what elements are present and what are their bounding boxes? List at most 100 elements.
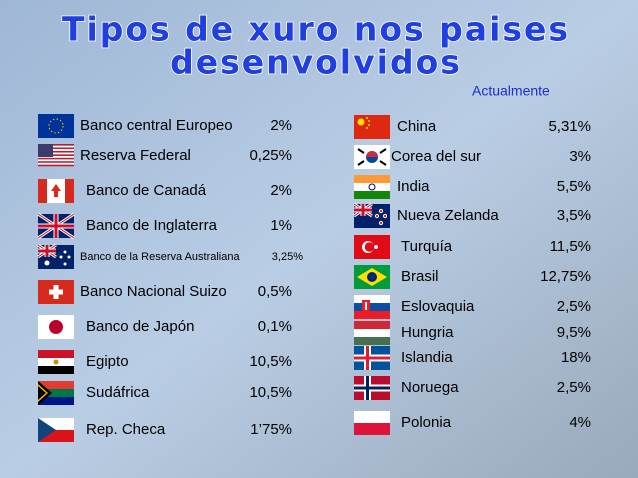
entry-rate: 10,5%	[249, 384, 292, 401]
entry-name: Turquía	[401, 238, 453, 255]
flag-part	[38, 418, 56, 442]
flag-part	[354, 175, 390, 183]
flag-part	[354, 311, 390, 319]
flag-part	[38, 159, 74, 162]
flag-part	[365, 302, 367, 310]
flag-part	[38, 149, 74, 151]
flag-part	[354, 295, 390, 303]
entry-rate: 3,25%	[272, 251, 303, 263]
title-line: desenvolvidos	[170, 43, 462, 82]
flag-part	[354, 115, 390, 139]
entry-rate: 2%	[270, 182, 292, 199]
flag-part	[38, 381, 74, 389]
entry-rate: 5,31%	[548, 118, 591, 135]
entry-rate: 9,5%	[557, 324, 591, 341]
flag-part	[374, 245, 378, 249]
entry-rate: 1%	[270, 217, 292, 234]
flag-part	[354, 191, 390, 199]
subtitle: Actualmente	[472, 83, 550, 99]
flag-part	[38, 179, 47, 203]
flag-part	[354, 411, 390, 423]
entry-name: Banco de Japón	[86, 318, 194, 335]
flag-part	[38, 350, 74, 358]
entry-rate: 0,1%	[258, 318, 292, 335]
flag-part	[38, 156, 74, 158]
flag-part	[49, 320, 63, 334]
flag-part	[367, 272, 377, 282]
flag-part	[49, 289, 63, 295]
entry-name: Banco de Inglaterra	[86, 217, 218, 234]
flag-part	[354, 303, 390, 311]
entry-name: Eslovaquia	[401, 298, 475, 315]
flag-part	[364, 242, 375, 252]
entry-name: Brasil	[401, 268, 439, 285]
flag-part	[38, 152, 74, 155]
flag-part	[38, 386, 46, 400]
flag-part	[379, 160, 387, 166]
entry-name: China	[397, 118, 437, 135]
entry-rate: 11,5%	[550, 238, 591, 255]
flag-part	[51, 184, 61, 197]
flag-part	[38, 164, 74, 167]
entry-name: Polonia	[401, 414, 452, 431]
entry-name: Sudáfrica	[86, 384, 150, 401]
flag-part	[366, 127, 368, 129]
entry-name: India	[397, 178, 430, 195]
entry-name: Banco Nacional Suizo	[80, 283, 227, 300]
title-line: Tipos de xuro nos paises	[62, 10, 570, 49]
flag-part	[354, 208, 372, 212]
flag-part	[38, 397, 74, 405]
flag-part	[378, 220, 384, 226]
entry-rate: 3,5%	[557, 207, 591, 224]
flag-part	[366, 117, 368, 119]
flag-part	[65, 179, 74, 203]
flag-part	[38, 249, 56, 253]
entry-name: Noruega	[401, 379, 459, 396]
flag-part	[354, 321, 390, 329]
entry-name: Banco de la Reserva Australiana	[80, 251, 240, 263]
flag-part	[354, 329, 390, 337]
entry-name: Banco de Canadá	[86, 182, 207, 199]
flag-part	[354, 337, 390, 345]
flag-part	[38, 114, 74, 138]
entry-name: Banco central Europeo	[80, 117, 233, 134]
flag-part	[378, 208, 384, 214]
flag-part	[368, 124, 370, 126]
flag-part	[59, 255, 63, 259]
flag-part	[357, 148, 365, 154]
entry-rate: 5,5%	[557, 178, 591, 195]
flag-part	[38, 150, 74, 153]
flag-part	[366, 151, 378, 157]
flag-part	[354, 183, 390, 191]
entry-rate: 0,25%	[249, 147, 292, 164]
flag-part	[354, 423, 390, 435]
entry-name: Corea del sur	[391, 148, 481, 165]
entry-rate: 12,75%	[540, 268, 591, 285]
entry-name: Rep. Checa	[86, 421, 166, 438]
flag-part	[38, 366, 74, 374]
flag-part	[357, 118, 365, 126]
flag-part	[379, 148, 387, 154]
entry-rate: 2,5%	[557, 379, 591, 396]
flag-part	[38, 144, 53, 157]
flag-part	[382, 213, 388, 219]
flag-part	[38, 390, 74, 396]
flag-part	[38, 145, 74, 148]
flag-part	[38, 224, 74, 228]
flag-part	[44, 260, 50, 266]
flag-part	[67, 255, 71, 259]
entry-name: Nueva Zelanda	[397, 207, 499, 224]
entry-rate: 1’75%	[250, 421, 292, 438]
flag-part	[63, 250, 67, 254]
entry-name: Reserva Federal	[80, 147, 191, 164]
entry-name: Islandia	[401, 349, 453, 366]
entry-rate: 2%	[270, 117, 292, 134]
entry-rate: 0,5%	[258, 283, 292, 300]
entry-rate: 3%	[569, 148, 591, 165]
flag-part	[38, 144, 74, 146]
flag-part	[354, 386, 390, 390]
flag-part	[354, 356, 390, 360]
flag-part	[38, 147, 74, 150]
